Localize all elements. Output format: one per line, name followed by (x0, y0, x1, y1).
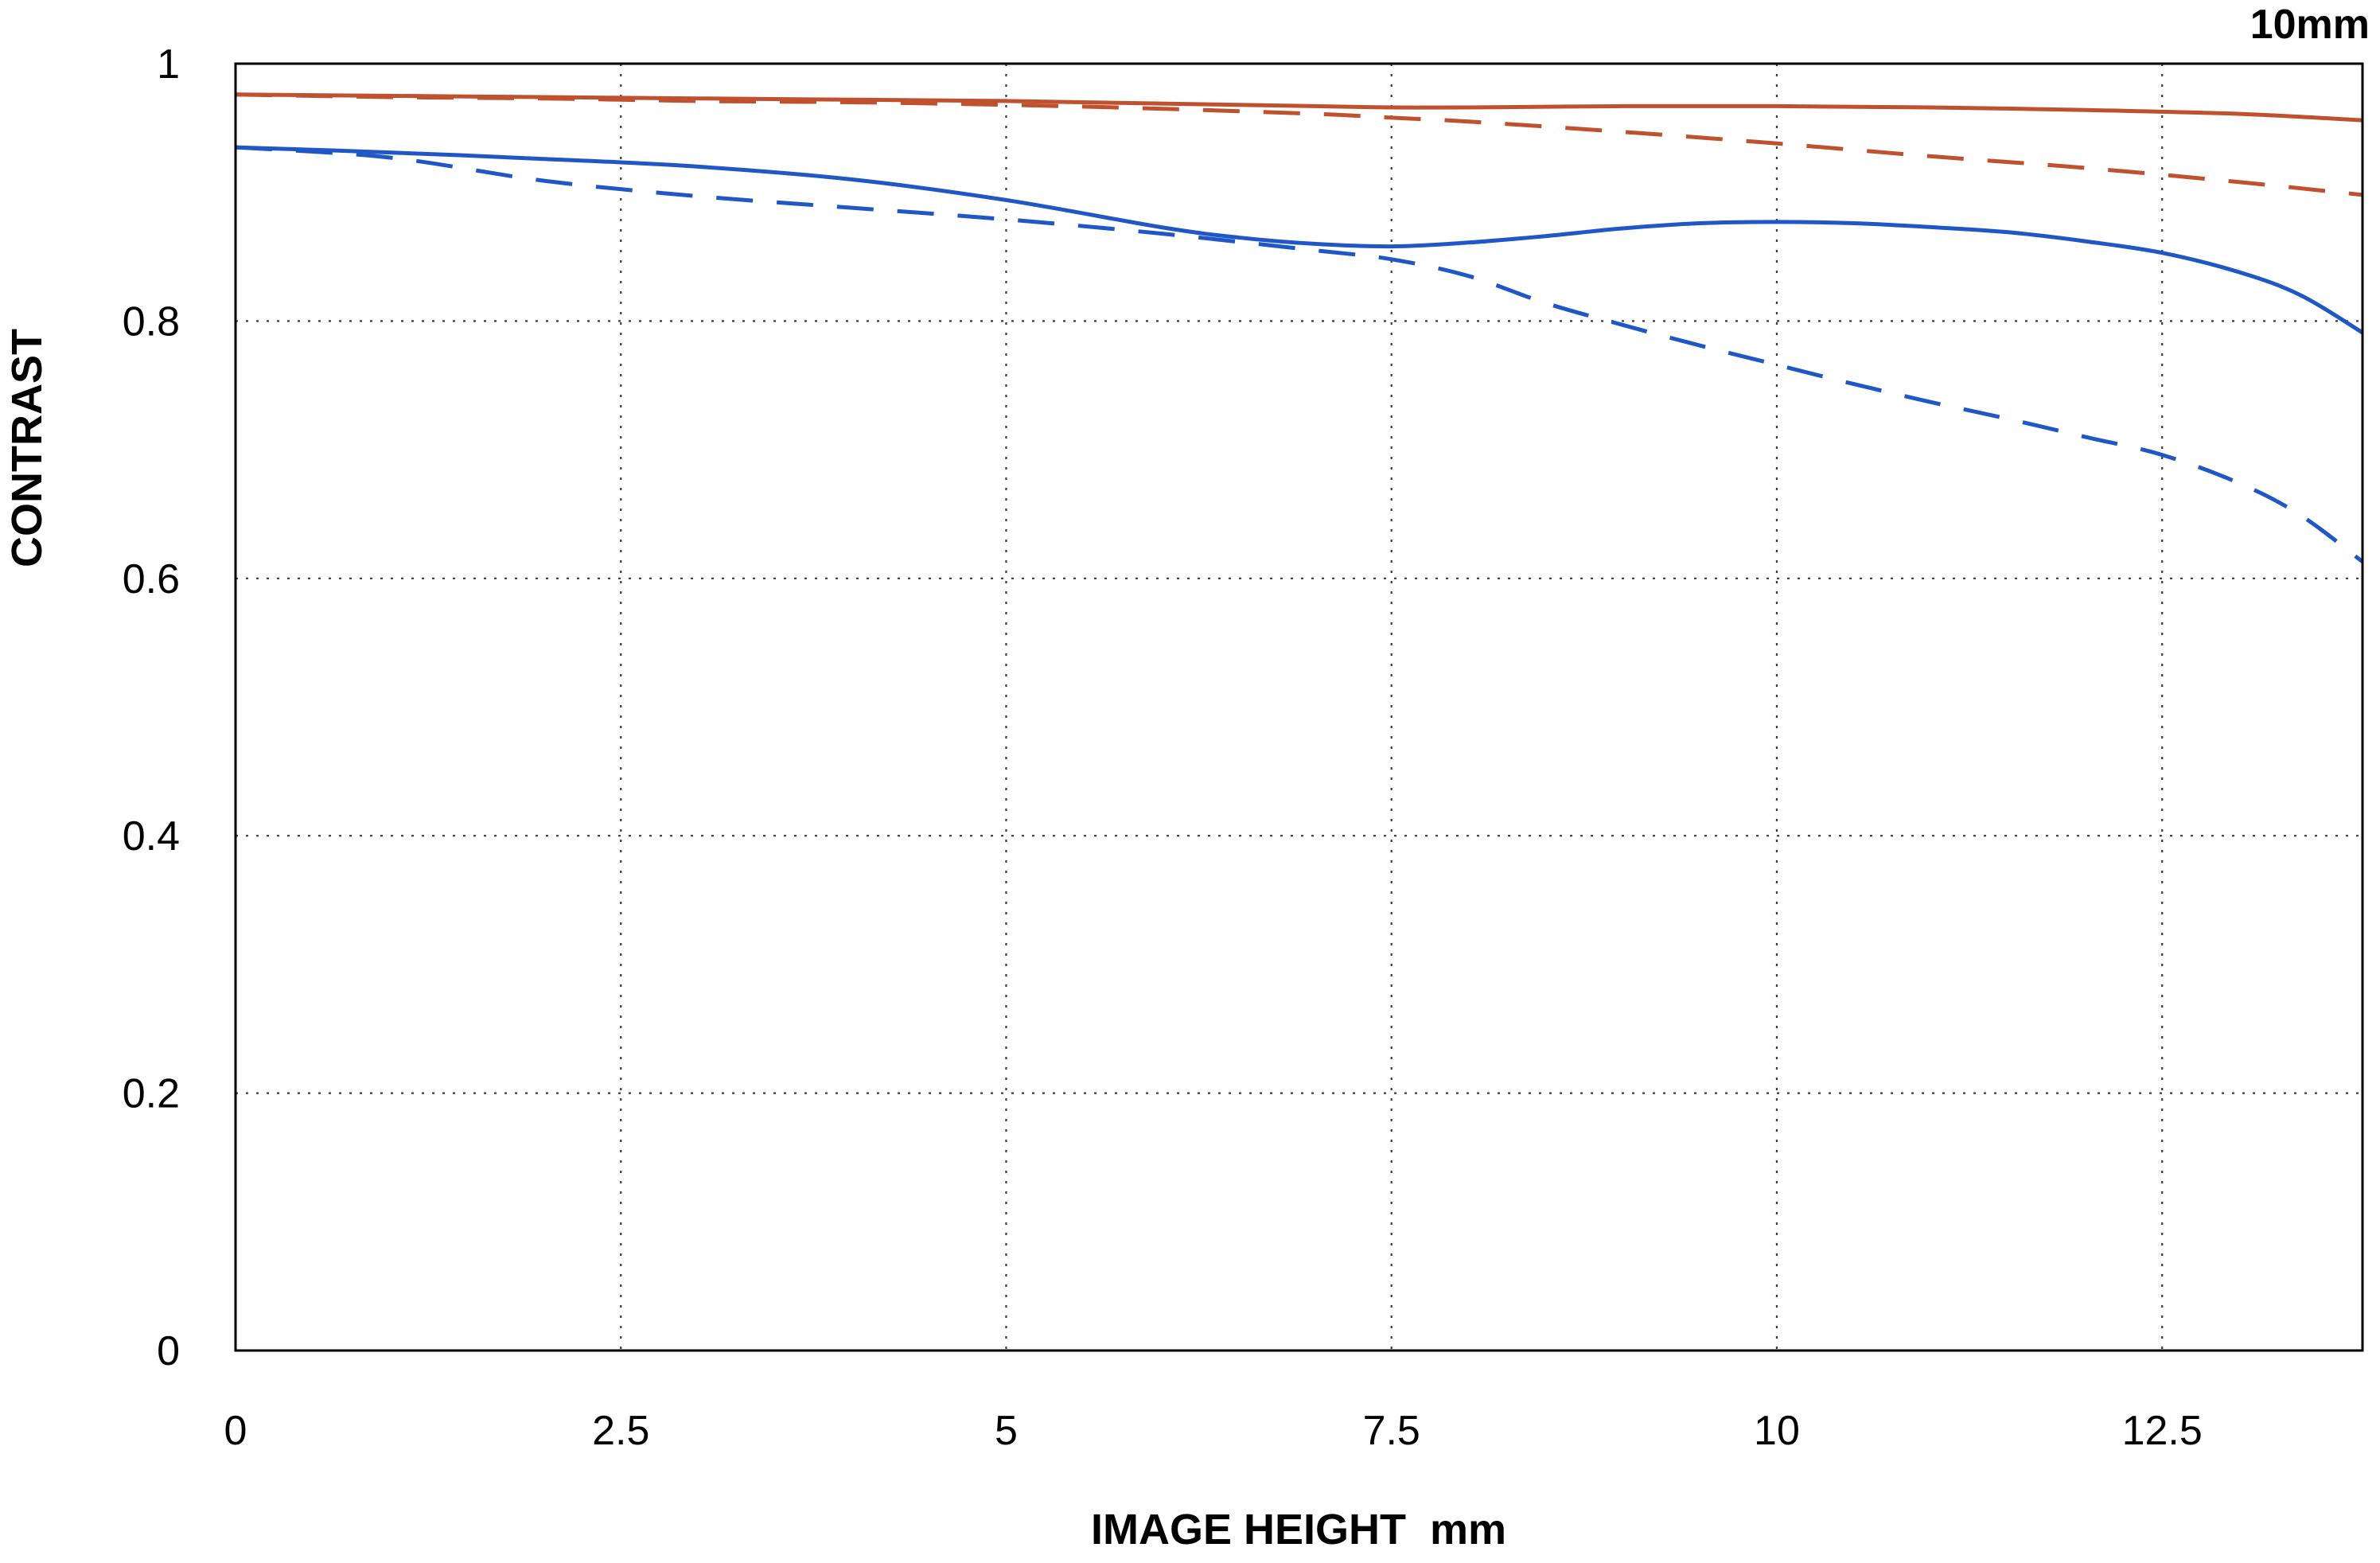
gridlines (236, 64, 2362, 1351)
plot-border (234, 62, 2364, 1352)
x-tick-label: 10 (1754, 1408, 1800, 1454)
x-tick-labels: 0 2.5 5 7.5 10 12.5 (224, 1408, 2203, 1454)
x-tick-label: 12.5 (2122, 1408, 2203, 1454)
x-tick-label: 7.5 (1363, 1408, 1420, 1454)
y-tick-label: 0 (157, 1328, 180, 1374)
x-tick-label: 5 (995, 1408, 1018, 1454)
y-tick-label: 0.4 (123, 813, 180, 859)
series-blue-solid (235, 145, 2364, 335)
x-axis-label: IMAGE HEIGHT mm (1091, 1506, 1506, 1553)
x-tick-label: 0 (224, 1408, 247, 1454)
y-tick-label: 1 (157, 41, 180, 88)
x-tick-label: 2.5 (592, 1408, 649, 1454)
series-paths (235, 92, 2364, 563)
y-tick-label: 0.6 (123, 556, 180, 602)
y-tick-label: 0.2 (123, 1071, 180, 1117)
y-tick-labels: 0 0.2 0.4 0.6 0.8 1 (123, 41, 180, 1374)
series-blue-dashed (235, 145, 2364, 563)
chart-title-focal-length: 10mm (2250, 2, 2370, 48)
y-tick-label: 0.8 (123, 298, 180, 345)
series-red-dashed (235, 92, 2363, 197)
y-axis-label: CONTRAST (3, 329, 51, 567)
